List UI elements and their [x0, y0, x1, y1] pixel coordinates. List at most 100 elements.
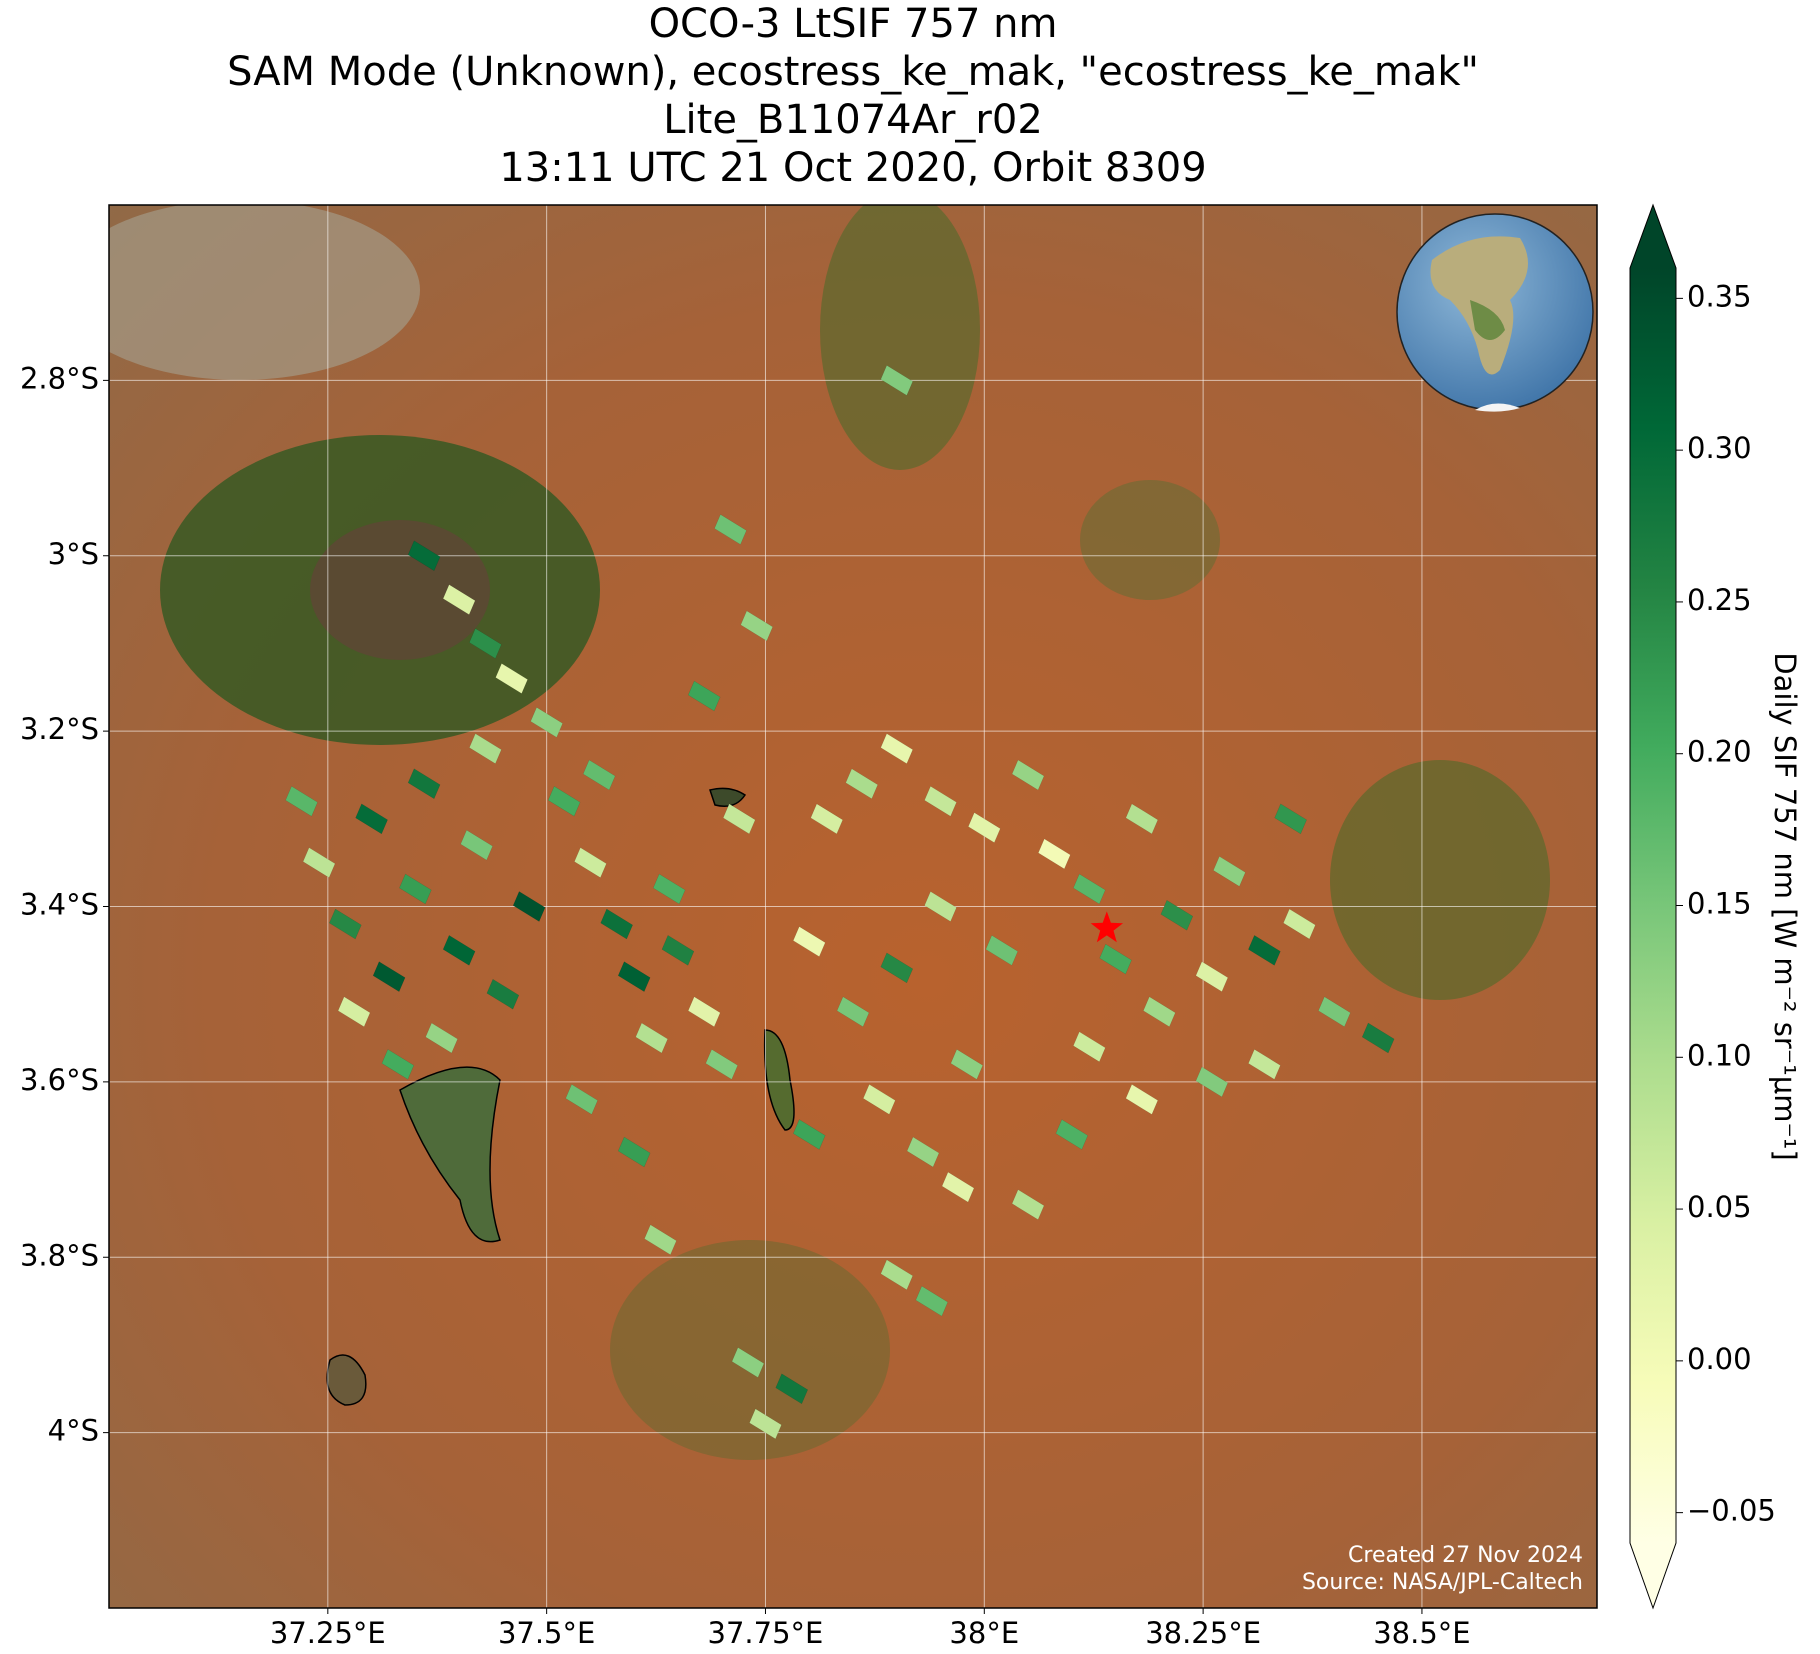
x-tick-label: 37.5°E [498, 1616, 595, 1650]
colorbar-extend-bottom [1630, 1543, 1676, 1608]
y-tick-label: 3.8°S [20, 1238, 99, 1272]
sounding [1073, 1031, 1106, 1063]
sounding [941, 1171, 975, 1203]
terrain [109, 205, 420, 380]
sounding [880, 1259, 914, 1291]
sounding [285, 785, 318, 817]
sounding [1160, 899, 1194, 931]
sounding [495, 663, 528, 694]
colorbar-tick-label: 0.30 [1687, 431, 1752, 465]
y-tick-label: 3°S [48, 537, 99, 571]
forest [610, 1240, 890, 1460]
ice [1475, 403, 1520, 412]
lake [399, 1066, 501, 1243]
sounding [1073, 873, 1106, 905]
sounding [1274, 803, 1307, 835]
sounding [652, 873, 686, 905]
sounding [469, 628, 502, 659]
x-tick-label: 37.25°E [270, 1616, 386, 1650]
sounding [731, 1347, 765, 1378]
sounding [381, 1048, 415, 1080]
x-tick-label: 38°E [949, 1616, 1019, 1650]
sounding [924, 891, 957, 922]
chart-title: Lite_B11074Ar_r02 [663, 97, 1043, 143]
colorbar-body [1630, 268, 1676, 1543]
y-tick-label: 2.8°S [20, 361, 99, 395]
sounding [302, 847, 336, 879]
sounding [845, 768, 879, 800]
sounding [1011, 1189, 1045, 1221]
sounding [337, 996, 371, 1028]
sounding [1143, 996, 1176, 1028]
sounding [1361, 1022, 1395, 1054]
sounding [810, 803, 844, 835]
sounding [687, 996, 721, 1028]
sounding [687, 680, 721, 712]
sounding [460, 829, 493, 861]
sounding [582, 759, 616, 791]
chart-title: 13:11 UTC 21 Oct 2020, Orbit 8309 [499, 145, 1206, 191]
forest [820, 205, 980, 470]
credit: Created 27 Nov 2024 [1348, 1543, 1583, 1568]
sounding [329, 908, 362, 940]
sounding [530, 706, 563, 738]
forest [1080, 480, 1220, 600]
sounding [512, 891, 546, 922]
sounding [1099, 943, 1132, 975]
sounding [442, 934, 476, 966]
sounding [407, 540, 441, 572]
sounding [1248, 1048, 1281, 1080]
sounding [661, 934, 695, 966]
sounding [1213, 856, 1246, 887]
colorbar-label: Daily SIF 757 nm [W m⁻² sr⁻¹μm⁻¹] [1768, 652, 1802, 1160]
sounding [880, 952, 914, 984]
colorbar-tick-label: 0.10 [1687, 1038, 1752, 1072]
credit: Source: NASA/JPL-Caltech [1302, 1570, 1583, 1595]
sounding [399, 873, 432, 905]
x-tick-label: 38.5°E [1373, 1616, 1470, 1650]
sounding [1055, 1119, 1089, 1150]
sounding [1195, 961, 1229, 993]
sounding [985, 934, 1019, 966]
sounding [915, 1285, 949, 1317]
sounding [617, 1136, 651, 1168]
sounding [1125, 803, 1159, 835]
soundings [285, 365, 1395, 1440]
sounding [547, 785, 581, 817]
summit [310, 520, 490, 660]
sounding [924, 785, 957, 817]
colorbar-tick-label: 0.25 [1687, 583, 1752, 617]
map-background [109, 205, 1597, 1608]
sounding [792, 926, 826, 957]
lake [709, 787, 747, 807]
colorbar-extend-top [1630, 205, 1676, 268]
sounding [1283, 908, 1316, 940]
continent [1470, 300, 1505, 340]
sounding [967, 812, 1001, 843]
sounding [880, 365, 914, 396]
sounding [705, 1048, 739, 1080]
sounding [644, 1224, 677, 1256]
sounding [442, 584, 476, 615]
sounding [425, 1022, 458, 1054]
colorbar-tick-label: −0.05 [1687, 1494, 1776, 1528]
y-tick-label: 3.6°S [20, 1063, 99, 1097]
x-tick-label: 38.25°E [1145, 1616, 1261, 1650]
sounding [1248, 934, 1281, 966]
sounding [714, 514, 747, 545]
colorbar-tick-label: 0.05 [1687, 1190, 1752, 1224]
colorbar-tick-label: 0.35 [1687, 279, 1752, 313]
sounding [1318, 996, 1351, 1028]
target-star [1090, 911, 1123, 943]
sounding [355, 803, 388, 835]
chart-title: SAM Mode (Unknown), ecostress_ke_mak, "e… [227, 49, 1479, 95]
y-tick-label: 3.2°S [20, 712, 99, 746]
sounding [906, 1136, 940, 1168]
chart-title: OCO-3 LtSIF 757 nm [649, 1, 1058, 47]
sounding [880, 733, 914, 765]
y-tick-label: 3.4°S [20, 888, 99, 922]
y-tick-label: 4°S [48, 1414, 99, 1448]
